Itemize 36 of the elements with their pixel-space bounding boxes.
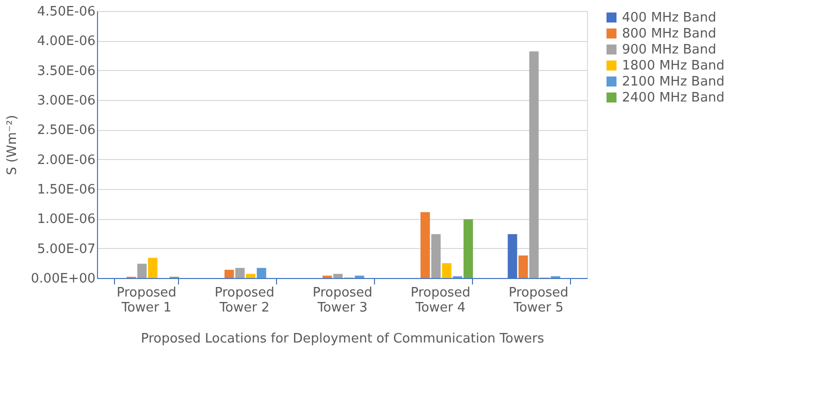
y-tick-label: 2.50E-06 [37, 123, 96, 138]
bar [464, 219, 473, 278]
y-axis-title: S (Wm⁻²) [4, 114, 20, 176]
bar [431, 234, 441, 278]
bar [529, 51, 539, 278]
bar [148, 258, 158, 278]
y-tick-label: 4.50E-06 [37, 4, 96, 20]
bar [442, 263, 452, 278]
bar [235, 268, 245, 278]
y-tick-label: 5.00E-07 [37, 242, 96, 257]
y-tick-label: 2.00E-06 [37, 152, 96, 168]
x-tick-label: Proposed Tower 3 [312, 286, 372, 316]
y-tick-label: 4.00E-06 [37, 34, 96, 50]
x-tick-label: Proposed Tower 4 [410, 286, 470, 316]
y-tick-label: 0.00E+00 [30, 272, 96, 286]
x-axis-title: Proposed Locations for Deployment of Communication Towers [140, 332, 544, 346]
legend-label: 1800 MHz Band [622, 58, 725, 74]
x-tick-label: Proposed Tower 5 [508, 286, 568, 316]
y-tick-label: 1.50E-06 [37, 182, 96, 198]
y-tick-label: 3.50E-06 [37, 64, 96, 79]
bar [137, 264, 147, 278]
legend-label: 400 MHz Band [622, 10, 716, 26]
legend-label: 800 MHz Band [622, 26, 716, 42]
bar [420, 212, 430, 278]
bar [256, 268, 266, 278]
legend-label: 2100 MHz Band [622, 74, 725, 90]
y-tick-label: 1.00E-06 [37, 212, 96, 228]
bar [224, 270, 234, 278]
x-tick-label: Proposed Tower 1 [116, 286, 176, 316]
legend-label: 900 MHz Band [622, 42, 716, 58]
bar [518, 255, 528, 278]
legend-label: 2400 MHz Band [622, 90, 725, 106]
bar [246, 274, 256, 278]
x-tick-label: Proposed Tower 2 [214, 286, 274, 316]
bar [333, 274, 343, 278]
y-tick-label: 3.00E-06 [37, 94, 96, 108]
